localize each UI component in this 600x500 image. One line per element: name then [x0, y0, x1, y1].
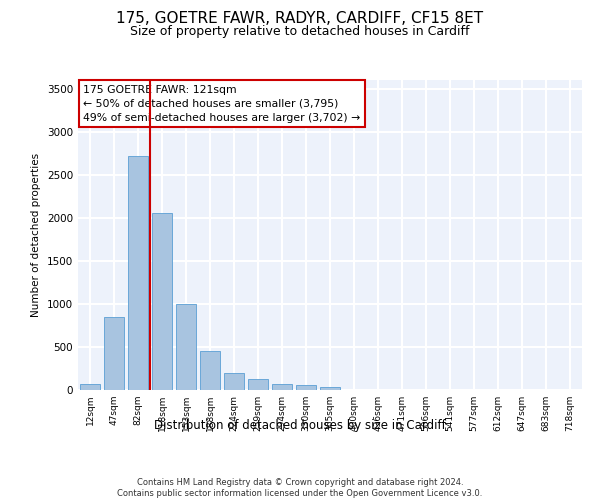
Bar	[176, 304, 196, 390]
Bar	[128, 156, 148, 390]
Bar	[80, 384, 100, 390]
Bar	[248, 379, 268, 390]
Bar	[320, 386, 340, 390]
Text: Size of property relative to detached houses in Cardiff: Size of property relative to detached ho…	[130, 25, 470, 38]
Text: Distribution of detached houses by size in Cardiff: Distribution of detached houses by size …	[154, 420, 446, 432]
Text: Contains HM Land Registry data © Crown copyright and database right 2024.
Contai: Contains HM Land Registry data © Crown c…	[118, 478, 482, 498]
Y-axis label: Number of detached properties: Number of detached properties	[31, 153, 41, 317]
Text: 175 GOETRE FAWR: 121sqm
← 50% of detached houses are smaller (3,795)
49% of semi: 175 GOETRE FAWR: 121sqm ← 50% of detache…	[83, 84, 360, 122]
Bar	[272, 384, 292, 390]
Text: 175, GOETRE FAWR, RADYR, CARDIFF, CF15 8ET: 175, GOETRE FAWR, RADYR, CARDIFF, CF15 8…	[116, 11, 484, 26]
Bar	[224, 373, 244, 390]
Bar	[152, 214, 172, 390]
Bar	[200, 351, 220, 390]
Bar	[296, 386, 316, 390]
Bar	[104, 317, 124, 390]
